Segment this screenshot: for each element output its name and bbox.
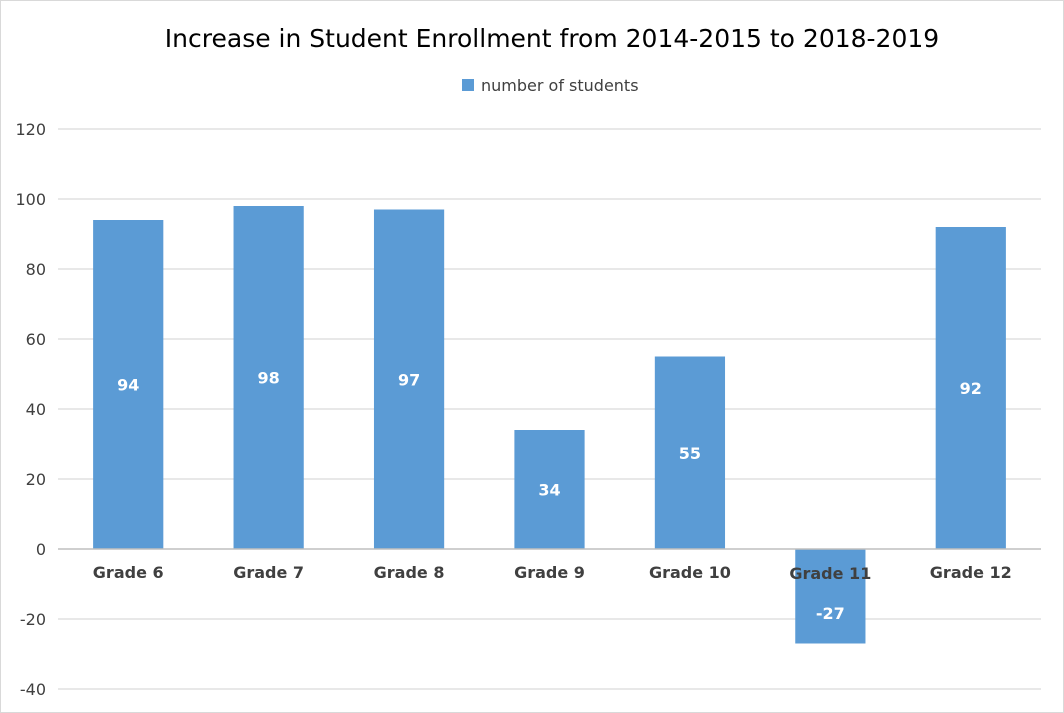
category-label: Grade 9 <box>514 563 585 582</box>
chart-title: Increase in Student Enrollment from 2014… <box>165 24 939 53</box>
data-label: -27 <box>816 604 845 623</box>
category-label: Grade 10 <box>649 563 731 582</box>
bar-grade-10 <box>654 356 726 549</box>
y-tick-label: 40 <box>26 400 46 419</box>
bars <box>93 206 1006 644</box>
bar-grade-12 <box>935 227 1006 549</box>
data-label: 97 <box>398 370 420 389</box>
y-tick-label: 20 <box>26 470 46 489</box>
y-tick-label: -40 <box>20 680 46 699</box>
legend-swatch <box>462 79 474 91</box>
y-axis-ticks: -40 -20 0 20 40 60 80 100 120 <box>15 120 46 699</box>
category-labels: Grade 6 Grade 7 Grade 8 Grade 9 Grade 10 Grad… <box>93 563 1012 582</box>
data-labels: 94 98 97 34 55 Grade 11 -27 92 <box>117 369 982 624</box>
bar-grade-6 <box>93 220 164 549</box>
bar-grade-11 <box>795 549 866 644</box>
category-label: Grade 8 <box>374 563 445 582</box>
data-label: 55 <box>679 444 701 463</box>
category-label: Grade 12 <box>930 563 1012 582</box>
bar-grade-9 <box>514 430 585 549</box>
legend-label: number of students <box>481 76 639 95</box>
data-label: 94 <box>117 376 139 395</box>
legend: number of students <box>462 76 639 95</box>
data-label: 92 <box>960 379 982 398</box>
y-tick-label: 80 <box>26 260 46 279</box>
category-label: Grade 6 <box>93 563 164 582</box>
y-tick-label: 120 <box>15 120 46 139</box>
y-tick-label: -20 <box>20 610 46 629</box>
y-tick-label: 100 <box>15 190 46 209</box>
data-label: 34 <box>538 481 560 500</box>
bar-grade-8 <box>373 209 445 549</box>
y-tick-label: 0 <box>36 540 46 559</box>
gridlines <box>58 128 1041 690</box>
y-tick-label: 60 <box>26 330 46 349</box>
category-label: Grade 7 <box>233 563 304 582</box>
bar-grade-7 <box>233 206 304 549</box>
data-label: 98 <box>258 369 280 388</box>
category-label: Grade 11 <box>789 564 871 583</box>
